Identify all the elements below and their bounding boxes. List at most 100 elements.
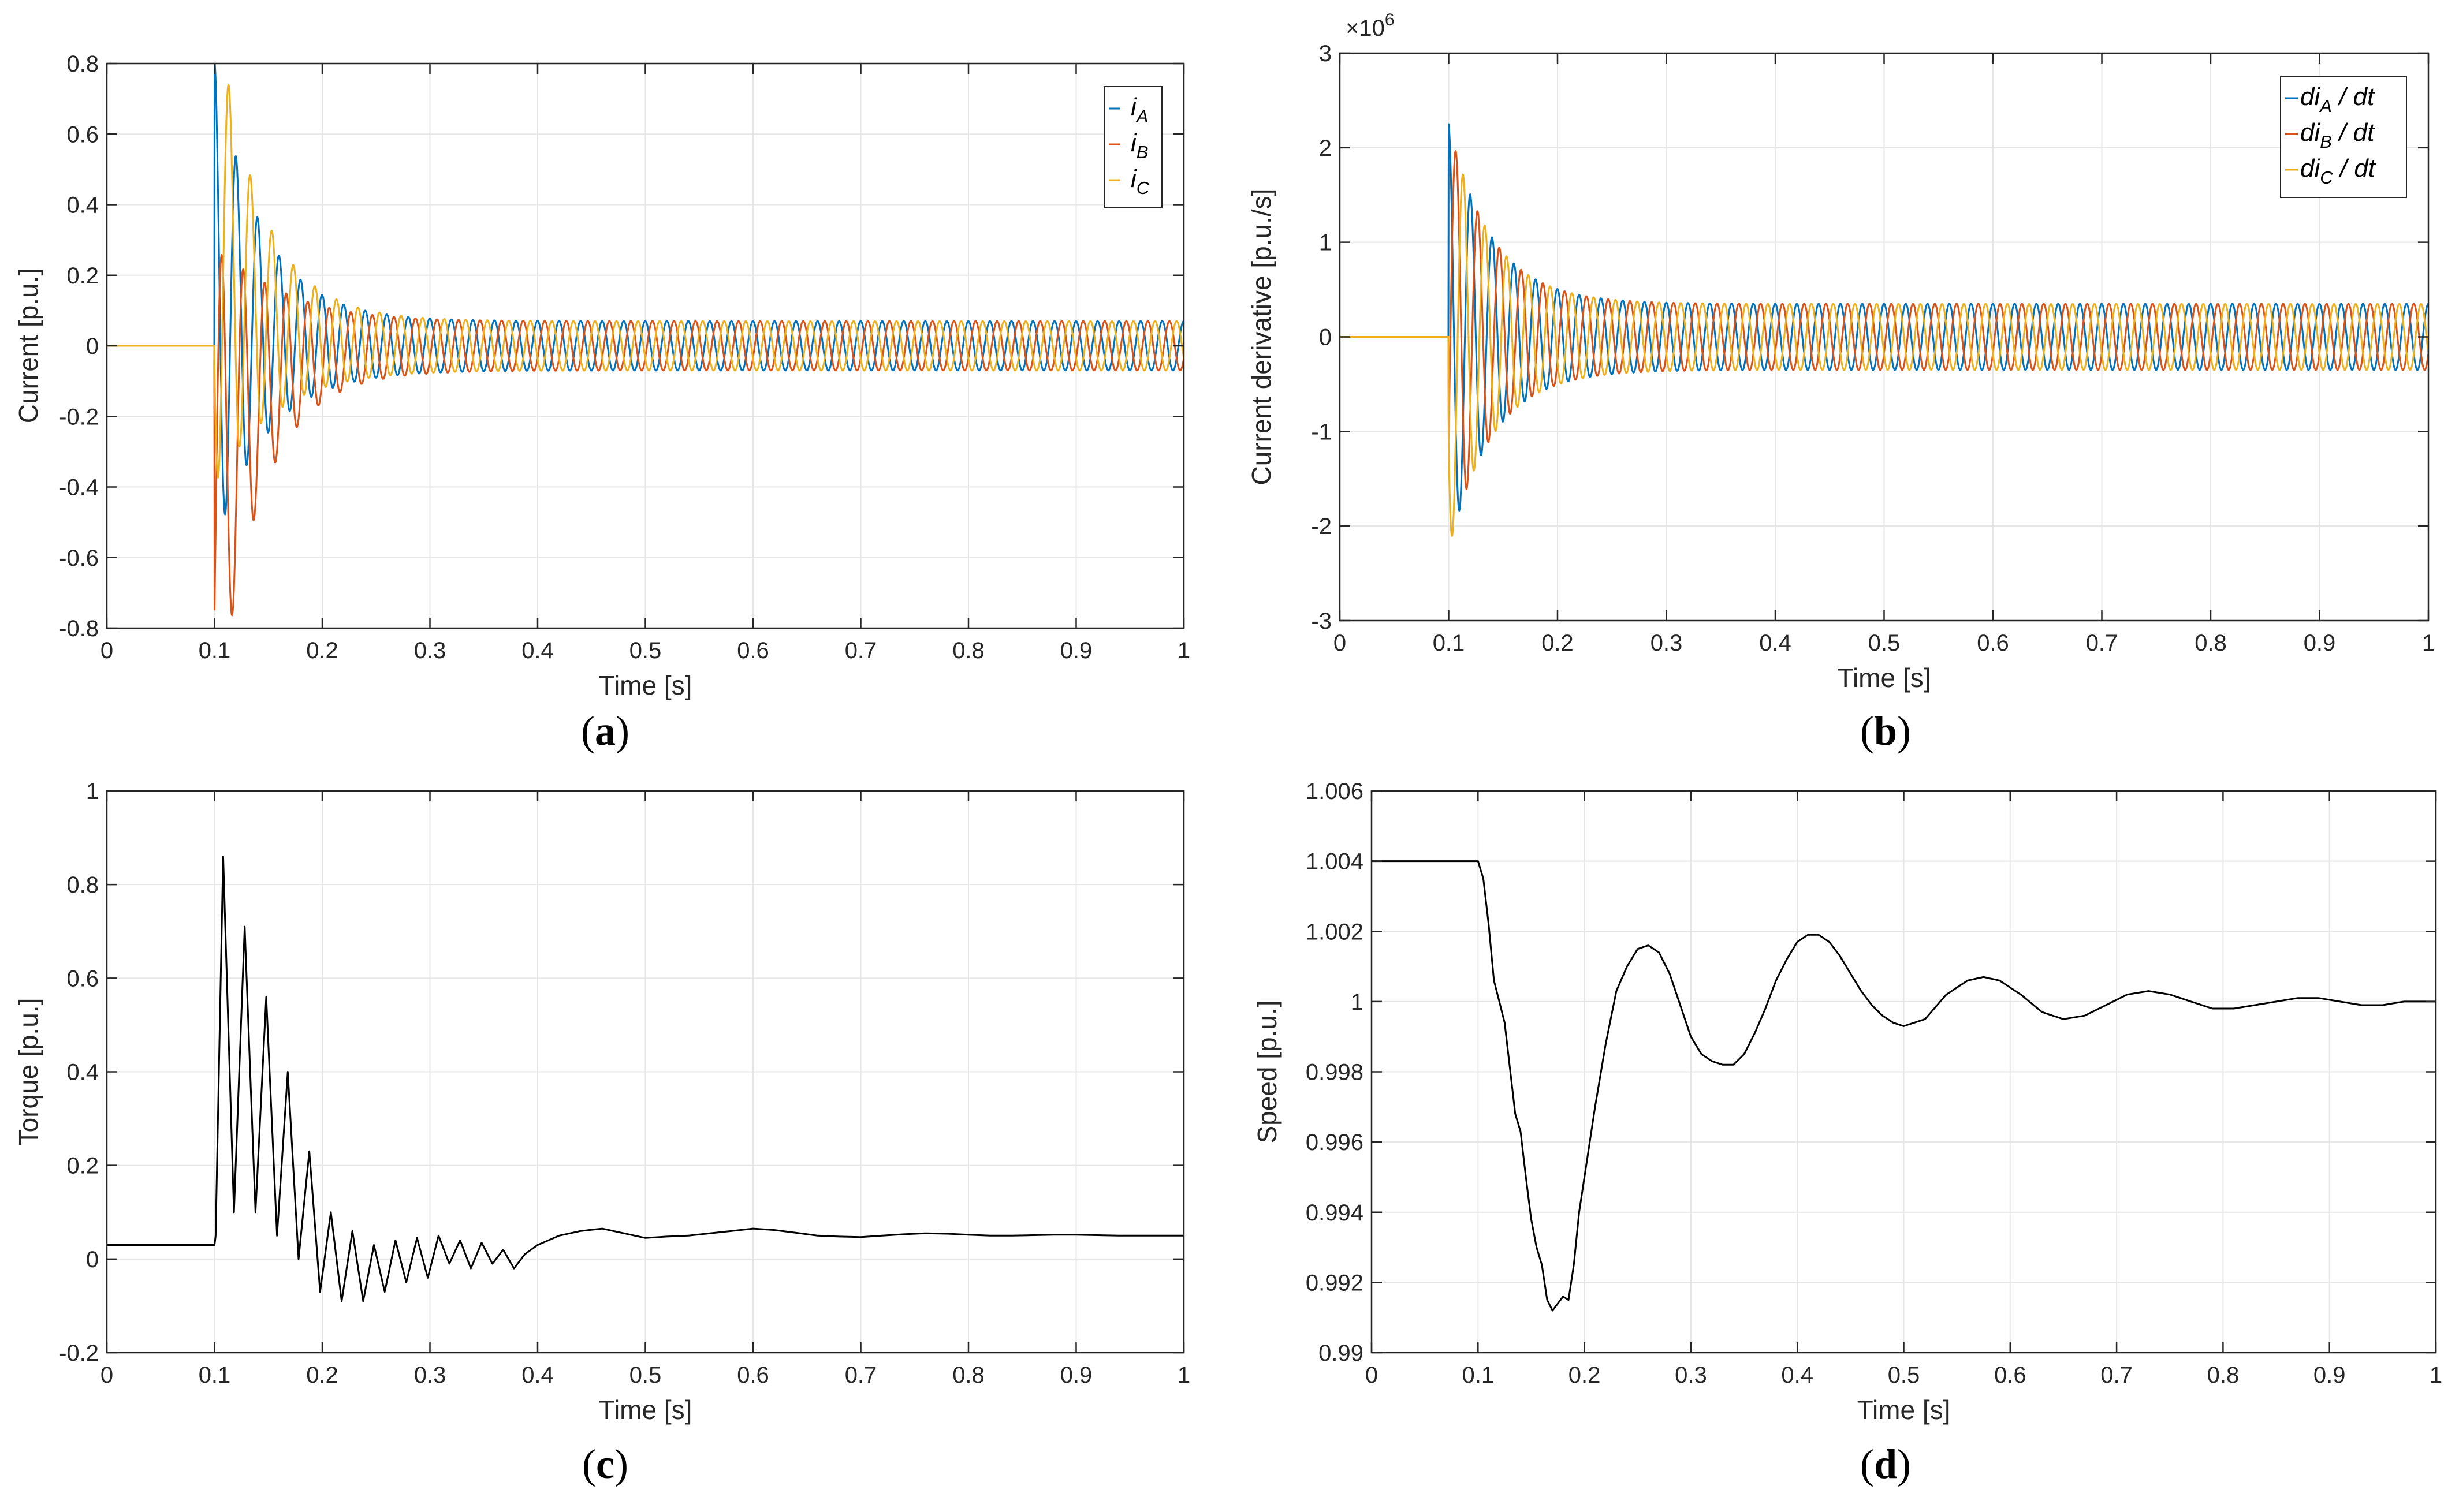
legend-entry: iB xyxy=(1131,129,1148,162)
x-tick-label: 0.7 xyxy=(2100,1362,2133,1388)
y-tick-label: 0.994 xyxy=(1306,1200,1363,1226)
x-tick-label: 0.1 xyxy=(1433,630,1465,656)
legend-main: di xyxy=(2300,83,2320,111)
y-tick-label: 0.6 xyxy=(66,122,99,147)
x-tick-label: 0 xyxy=(1365,1362,1378,1388)
legend-entry: diB / dt xyxy=(2300,118,2375,152)
y-tick-label: 0 xyxy=(86,334,99,359)
y-tick-label: 0.4 xyxy=(66,1060,99,1085)
series-group-d xyxy=(1372,860,2436,1312)
x-tick-label: 1 xyxy=(1178,1362,1190,1388)
x-tick-label: 0.6 xyxy=(1994,1362,2026,1388)
x-tick-label: 0.8 xyxy=(952,1362,985,1388)
y-tick-label: -1 xyxy=(1311,419,1332,445)
x-tick-label: 0.5 xyxy=(629,1362,662,1388)
caption-open: ( xyxy=(1860,1441,1874,1487)
legend-box xyxy=(2280,76,2407,198)
y-tick-label: 0.992 xyxy=(1306,1270,1363,1296)
x-tick-label: 0.4 xyxy=(1759,630,1791,656)
caption-open: ( xyxy=(581,708,595,754)
legend-main: di xyxy=(2300,154,2320,182)
y-tick-label: 0.4 xyxy=(66,193,99,218)
x-tick-label: 0.9 xyxy=(2304,630,2336,656)
chart-a: 0 0.1 0.2 0.3 0.4 0.5 0.6 0.7 0.8 0.9 1 -0.8 -0.6 -0.… xyxy=(13,51,1190,754)
y-tick-label: 0.99 xyxy=(1318,1341,1363,1366)
y-axis-label: Current [p.u.] xyxy=(13,268,43,423)
x-tick-label: 0.3 xyxy=(1650,630,1683,656)
x-tick-label: 0.8 xyxy=(2207,1362,2240,1388)
legend-main: i xyxy=(1131,93,1137,121)
series-line-speed xyxy=(1372,860,2436,1312)
y-tick-label: 1.004 xyxy=(1306,849,1363,875)
caption-close: ) xyxy=(1897,1441,1911,1487)
x-tick-label: 0.4 xyxy=(521,1362,554,1388)
x-tick-label: 0 xyxy=(1333,630,1346,656)
x-tick-label: 0 xyxy=(100,638,113,663)
x-axis-label: Time [s] xyxy=(599,670,692,700)
y-tick-label: 0 xyxy=(1319,325,1332,350)
legend-tail: / dt xyxy=(2332,118,2375,147)
legend-tail: / dt xyxy=(2332,83,2375,111)
x-tick-label: 0.3 xyxy=(414,1362,446,1388)
y-tick-label: -0.6 xyxy=(59,546,99,571)
chart-c: 0 0.1 0.2 0.3 0.4 0.5 0.6 0.7 0.8 0.9 1-0.200.20.4… xyxy=(13,779,1190,1487)
legend-entry: diA / dt xyxy=(2300,83,2375,116)
y-tick-label: 0 xyxy=(86,1247,99,1272)
x-axis-label: Time [s] xyxy=(1838,663,1931,693)
legend-subscript: A xyxy=(2319,96,2332,116)
y-tick-label: 1 xyxy=(86,779,99,804)
x-tick-label: 0.6 xyxy=(737,1362,769,1388)
caption-letter: c xyxy=(596,1441,614,1487)
legend-box xyxy=(1104,86,1163,208)
legend-main: di xyxy=(2300,118,2320,147)
y-tick-label: 0.998 xyxy=(1306,1060,1363,1085)
panel-caption-a: (a) xyxy=(581,708,629,754)
x-tick-label: 0 xyxy=(100,1362,113,1388)
y-tick-label: -0.2 xyxy=(59,1341,99,1366)
legend-main: i xyxy=(1131,129,1137,157)
y-tick-label: -3 xyxy=(1311,608,1332,634)
series-group-c xyxy=(107,856,1184,1302)
y-tick-label: 1.006 xyxy=(1306,779,1363,804)
caption-letter: d xyxy=(1874,1441,1897,1487)
y-tick-label: 0.8 xyxy=(66,51,99,77)
y-tick-label: 0.996 xyxy=(1306,1130,1363,1155)
legend-entry: diC / dt xyxy=(2300,154,2376,188)
x-tick-label: 0.7 xyxy=(845,1362,877,1388)
x-tick-label: 0.2 xyxy=(1541,630,1574,656)
x-tick-label: 1 xyxy=(2422,630,2435,656)
y-tick-label: 1 xyxy=(1351,990,1363,1015)
legend-subscript: C xyxy=(1137,178,1150,198)
y-tick-label: 1.002 xyxy=(1306,919,1363,944)
series-group-a xyxy=(107,64,1184,617)
y-tick-label: 0.2 xyxy=(66,263,99,289)
x-tick-label: 0.2 xyxy=(306,1362,338,1388)
y-tick-label: -2 xyxy=(1311,514,1332,539)
series-line-i-c xyxy=(107,84,1184,479)
x-axis-label: Time [s] xyxy=(599,1395,692,1425)
x-axis-label: Time [s] xyxy=(1857,1395,1951,1425)
y-tick-label: 0.8 xyxy=(66,872,99,898)
caption-close: ) xyxy=(614,1441,628,1487)
y-tick-label: -0.2 xyxy=(59,404,99,430)
x-tick-label: 0.3 xyxy=(414,638,446,663)
panel-caption-d: (d) xyxy=(1860,1441,1911,1487)
legend-subscript: C xyxy=(2320,167,2333,188)
y-tick-label: -0.8 xyxy=(59,616,99,641)
x-tick-label: 0.9 xyxy=(2313,1362,2346,1388)
caption-open: ( xyxy=(582,1441,596,1487)
y-multiplier-exponent: 6 xyxy=(1385,10,1395,29)
y-tick-label: 3 xyxy=(1319,41,1332,66)
y-tick-label: 1 xyxy=(1319,230,1332,256)
x-tick-label: 0.8 xyxy=(2195,630,2227,656)
panel-caption-b: (b) xyxy=(1860,708,1911,754)
y-tick-label: 2 xyxy=(1319,136,1332,161)
x-tick-label: 0.6 xyxy=(737,638,769,663)
y-tick-label: 0.6 xyxy=(66,966,99,991)
caption-close: ) xyxy=(1897,708,1911,754)
y-multiplier: ×106 xyxy=(1346,10,1395,41)
y-axis-label: Current derivative [p.u./s] xyxy=(1246,189,1276,486)
y-tick-label: -0.4 xyxy=(59,475,99,501)
legend-subscript: B xyxy=(2320,132,2332,152)
